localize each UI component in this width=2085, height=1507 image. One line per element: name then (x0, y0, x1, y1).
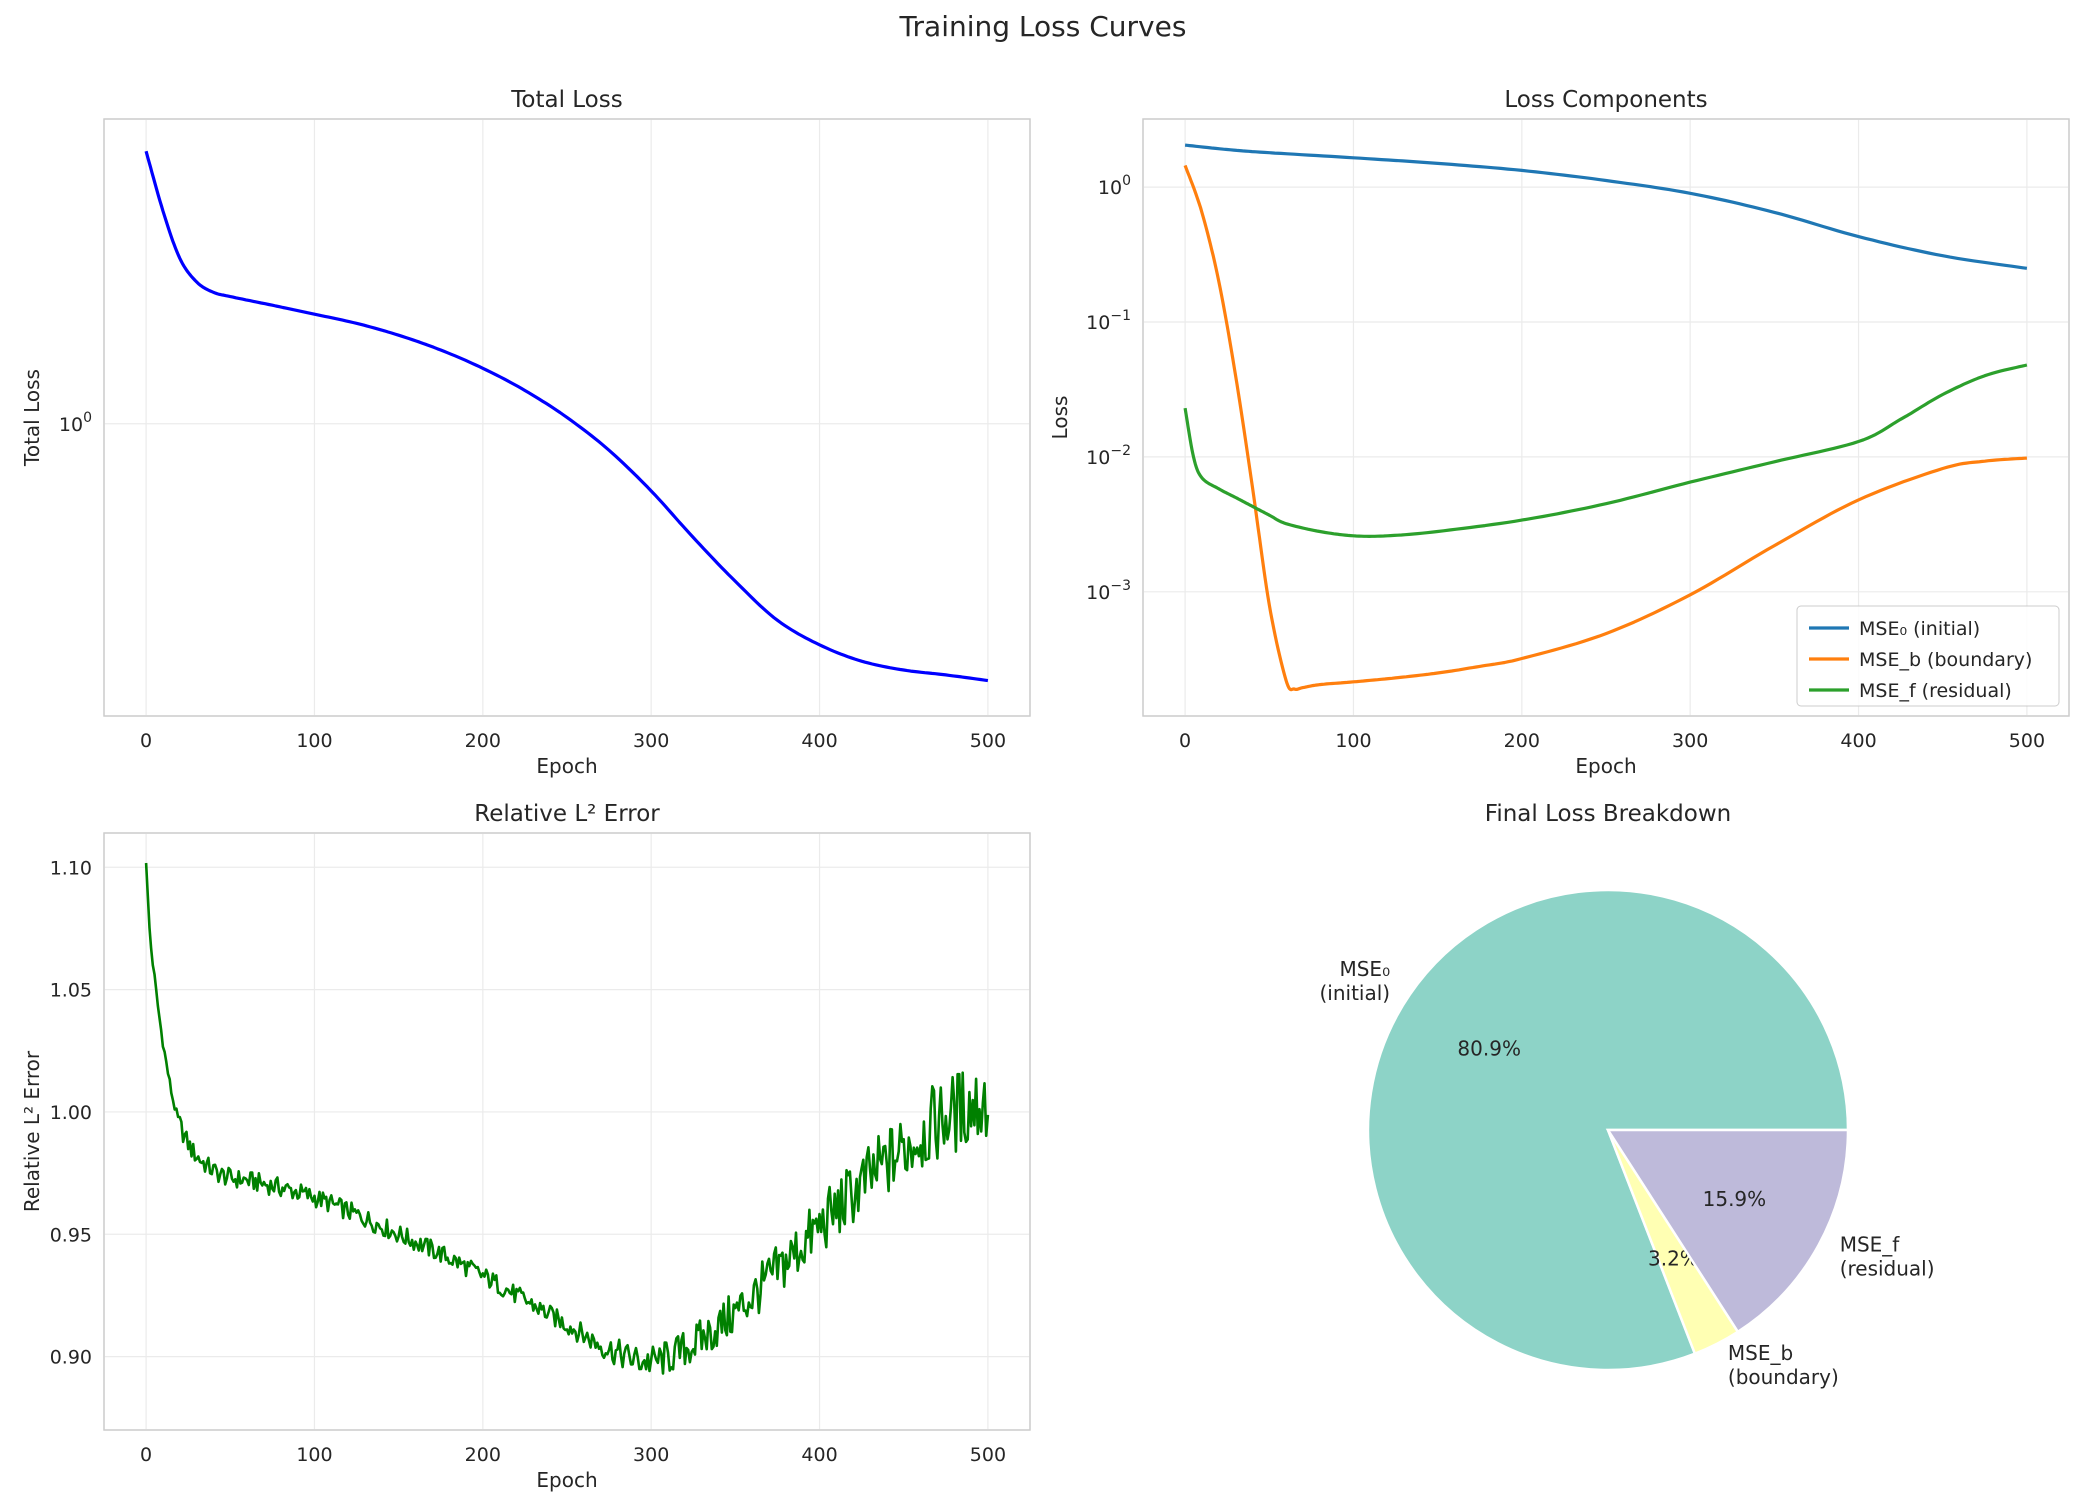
pie-slice-mse0 (1366, 888, 1850, 1372)
pie-pct-label: 80.9% (1457, 1037, 1521, 1061)
total-loss-x-tick-label: 500 (970, 730, 1006, 752)
relative-l2-error-x-tick-label: 300 (633, 1444, 669, 1466)
total-loss-frame (103, 118, 1031, 717)
total-loss-x-tick-label: 400 (801, 730, 837, 752)
relative-l2-error-y-tick-label: 1.10 (50, 857, 92, 879)
total-loss-x-tick-label: 100 (296, 730, 332, 752)
pie-title: Final Loss Breakdown (1485, 801, 1731, 827)
relative-l2-error-x-axis-label: Epoch (536, 1468, 597, 1492)
relative-l2-error-x-tick-label: 200 (465, 1444, 501, 1466)
legend-label: MSE_f (residual) (1859, 680, 2012, 702)
series-line-mse-f (1183, 363, 2028, 538)
relative-l2-error-y-tick-label: 0.95 (50, 1224, 92, 1246)
relative-l2-error-y-tick-label: 0.90 (50, 1347, 92, 1369)
loss-components-x-tick-label: 0 (1179, 730, 1191, 752)
loss-components-frame (1142, 118, 2070, 717)
relative-l2-error-y-axis-label: Relative L² Error (20, 1050, 44, 1212)
total-loss-x-axis-label: Epoch (536, 754, 597, 778)
relative-l2-error-chart: 0 100 200 300 400 500 0.90 0.95 1.00 1.05 1.10 Rela… (20, 801, 1031, 1492)
total-loss-line (144, 150, 989, 683)
pie-pct-label: 15.9% (1703, 1187, 1767, 1211)
relative-l2-error-x-tick-label: 100 (296, 1444, 332, 1466)
series-line-mse0 (1184, 143, 2028, 270)
loss-components-x-tick-label: 200 (1504, 730, 1540, 752)
loss-components-x-tick-label: 400 (1840, 730, 1876, 752)
relative-l2-error-x-tick-label: 400 (801, 1444, 837, 1466)
total-loss-y-axis-label: Total Loss (20, 369, 44, 467)
loss-components-chart: 0 100 200 300 400 500 100 10−1 10−2 10−3 Loss Comp… (1048, 87, 2070, 778)
relative-l2-error-x-tick-label: 0 (140, 1444, 152, 1466)
relative-l2-error-line (144, 862, 990, 1375)
legend-box (1796, 605, 2060, 707)
loss-components-y-axis-label: Loss (1048, 396, 1072, 440)
relative-l2-error-title: Relative L² Error (474, 801, 660, 827)
relative-l2-error-y-tick-label: 1.00 (50, 1102, 92, 1124)
pie-slice-label: MSE₀ (initial) (1319, 957, 1390, 1005)
total-loss-x-tick-label: 0 (140, 730, 152, 752)
pie-slice-mse-f (1605, 1128, 1850, 1334)
loss-components-x-tick-label: 500 (2009, 730, 2045, 752)
loss-components-y-tick-label: 100 (1098, 173, 1131, 199)
pie-slice-label: MSE_f (residual) (1840, 1233, 1935, 1281)
series-line-mse-b (1183, 164, 2027, 692)
loss-components-x-axis-label: Epoch (1575, 754, 1636, 778)
loss-components-title: Loss Components (1504, 87, 1707, 113)
total-loss-title: Total Loss (510, 87, 622, 113)
loss-components-y-tick-label: 10−1 (1086, 308, 1131, 334)
relative-l2-error-frame (103, 832, 1031, 1431)
pie-slice-label: MSE_b (boundary) (1728, 1341, 1839, 1389)
loss-components-y-tick-label: 10−2 (1086, 443, 1131, 469)
total-loss-y-tick-label: 100 (59, 410, 92, 436)
total-loss-chart: 0 100 200 300 400 500 100 Total Loss Epoch Total … (20, 87, 1031, 778)
legend-label: MSE₀ (initial) (1859, 618, 1980, 640)
total-loss-x-tick-label: 300 (633, 730, 669, 752)
loss-components-y-tick-label: 10−3 (1086, 578, 1131, 604)
relative-l2-error-x-tick-label: 500 (970, 1444, 1006, 1466)
loss-components-x-tick-label: 100 (1335, 730, 1371, 752)
loss-components-x-tick-label: 300 (1672, 730, 1708, 752)
figure-title: Training Loss Curves (899, 10, 1187, 43)
relative-l2-error-y-tick-label: 1.05 (50, 980, 92, 1002)
total-loss-x-tick-label: 200 (465, 730, 501, 752)
legend-label: MSE_b (boundary) (1859, 649, 2032, 671)
